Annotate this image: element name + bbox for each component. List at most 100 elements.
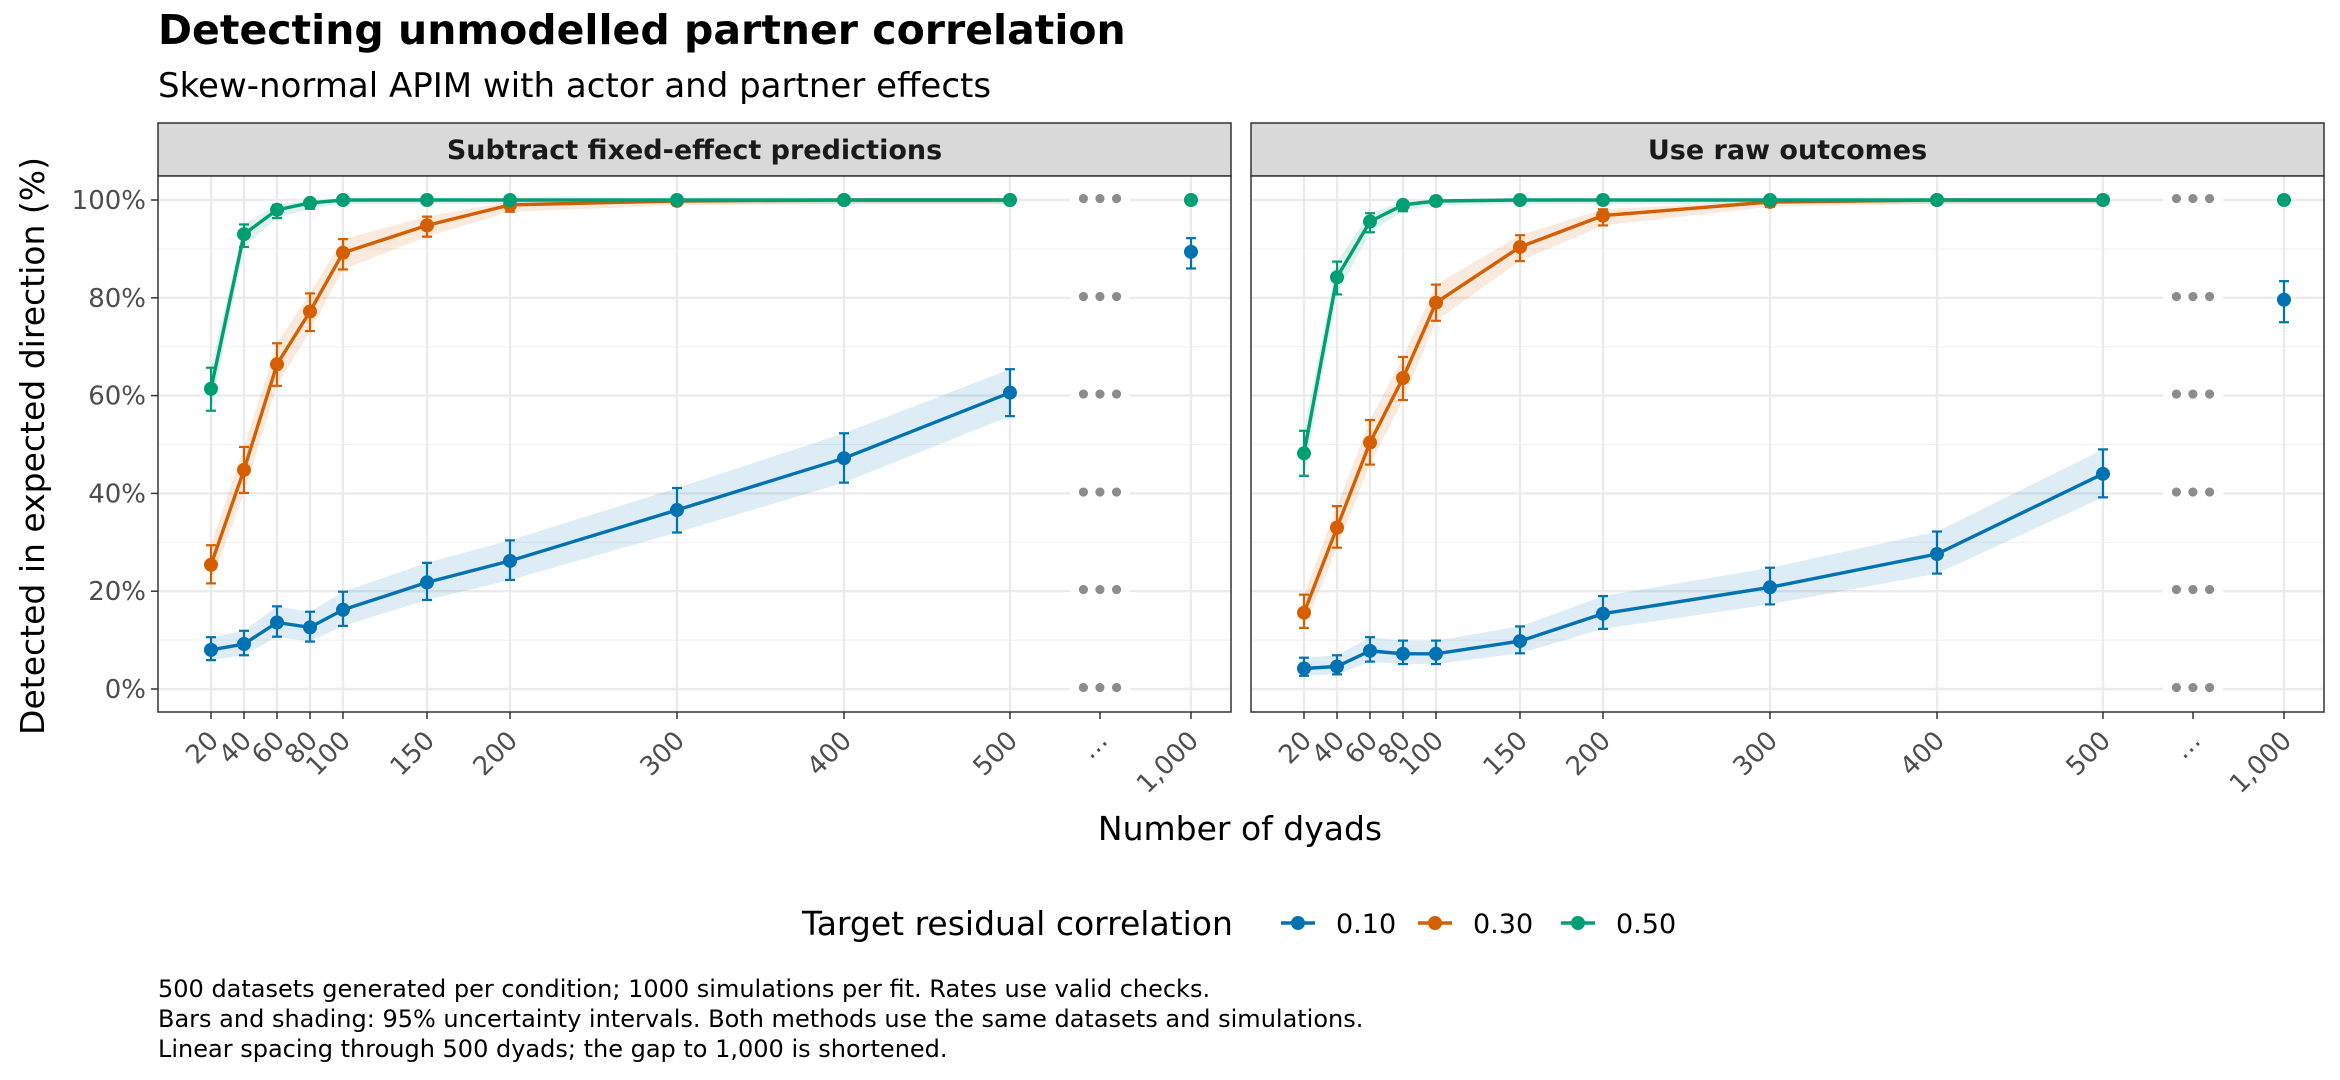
panel-strip-title: Subtract fixed-effect predictions: [447, 135, 942, 166]
y-tick-label: 20%: [88, 577, 146, 607]
data-point: [1297, 661, 1311, 676]
data-point: [237, 637, 251, 652]
data-point: [2096, 193, 2110, 207]
data-point: [1763, 193, 1777, 207]
data-point: [2277, 292, 2291, 307]
legend-item-0.30: 0.30: [1418, 909, 1533, 940]
y-tick-label: 100%: [72, 186, 146, 216]
data-point: [503, 553, 517, 568]
gap-marker: •••: [1075, 381, 1125, 411]
data-point: [1596, 606, 1610, 621]
data-point: [1003, 385, 1017, 400]
series-0.50: [204, 193, 1198, 412]
panel-strip-title: Use raw outcomes: [1648, 135, 1927, 166]
legend: Target residual correlation 0.10 0.30 0.50: [801, 904, 1676, 943]
data-point: [1429, 295, 1443, 310]
series-0.50: [1297, 193, 2291, 477]
series-line: [210, 391, 1011, 652]
data-point: [270, 357, 284, 372]
panel-strip: [157, 122, 1232, 177]
panels: Subtract fixed-effect predictions ••• ••• •…: [72, 122, 2325, 800]
series-0.10: [204, 237, 1198, 662]
data-point: [670, 193, 684, 207]
gap-marker: •••: [2168, 674, 2218, 704]
data-point: [1297, 446, 1311, 461]
legend-label: 0.10: [1336, 909, 1396, 940]
legend-key-point: [1291, 916, 1305, 930]
data-point: [1184, 244, 1198, 259]
data-point: [1330, 270, 1344, 285]
data-point: [837, 193, 851, 207]
data-point: [204, 557, 218, 572]
legend-item-0.10: 0.10: [1281, 909, 1396, 940]
data-point: [270, 615, 284, 630]
data-point: [2277, 193, 2291, 207]
data-point: [1930, 547, 1944, 562]
data-point: [1184, 193, 1198, 207]
data-point: [336, 245, 350, 260]
chart-title: Detecting unmodelled partner correlation: [158, 6, 1126, 54]
data-point: [303, 195, 317, 210]
chart-subtitle: Skew-normal APIM with actor and partner …: [158, 66, 991, 106]
data-point: [237, 227, 251, 242]
legend-item-0.50: 0.50: [1561, 909, 1676, 940]
legend-key-point: [1428, 916, 1442, 930]
data-point: [1429, 646, 1443, 661]
caption: 500 datasets generated per condition; 10…: [158, 975, 1363, 1063]
data-point: [670, 503, 684, 518]
data-point: [1513, 193, 1527, 207]
data-point: [420, 218, 434, 233]
data-point: [1363, 643, 1377, 658]
data-point: [237, 462, 251, 477]
data-point: [1297, 605, 1311, 620]
data-point: [1513, 239, 1527, 254]
data-point: [303, 620, 317, 635]
panel-2: Use raw outcomes••••••••••••••••••204060…: [1250, 122, 2325, 800]
data-point: [1396, 370, 1410, 385]
panel-border: [1250, 175, 2325, 713]
data-point: [1596, 193, 1610, 207]
caption-line-2: Bars and shading: 95% uncertainty interv…: [158, 1005, 1363, 1033]
data-point: [1763, 580, 1777, 595]
data-point: [1396, 646, 1410, 661]
data-point: [1930, 193, 1944, 207]
panel-1: Subtract fixed-effect predictions ••• ••• •…: [72, 122, 1232, 800]
data-point: [1003, 193, 1017, 207]
gap-marker: •••: [1075, 478, 1125, 508]
data-point: [1513, 634, 1527, 649]
data-point: [837, 451, 851, 466]
gap-marker: •••: [2168, 283, 2218, 313]
data-point: [303, 304, 317, 319]
series-line: [209, 198, 1010, 390]
data-point: [420, 193, 434, 207]
gap-marker: •••: [2168, 478, 2218, 508]
data-point: [204, 381, 218, 396]
data-point: [420, 575, 434, 590]
gap-marker: •••: [1075, 185, 1125, 215]
data-point: [336, 193, 350, 207]
gap-marker: •••: [1075, 283, 1125, 313]
gap-marker: •••: [2168, 576, 2218, 606]
data-point: [1330, 659, 1344, 674]
y-tick-label: 0%: [105, 675, 146, 705]
data-point: [204, 642, 218, 657]
y-axis-title: Detected in expected direction (%): [13, 157, 52, 735]
data-point: [1429, 193, 1443, 208]
gap-marker: •••: [1075, 674, 1125, 704]
data-point: [2096, 466, 2110, 481]
data-point: [1330, 520, 1344, 535]
data-point: [1596, 208, 1610, 223]
legend-title: Target residual correlation: [801, 904, 1233, 943]
data-point: [270, 202, 284, 217]
data-point: [336, 602, 350, 617]
data-point: [503, 193, 517, 207]
y-tick-label: 80%: [88, 284, 146, 314]
x-axis-title: Number of dyads: [1098, 809, 1382, 848]
data-point: [1396, 197, 1410, 212]
legend-key-point: [1571, 916, 1585, 930]
panel-strip: [1250, 122, 2325, 177]
series-0.10: [1297, 280, 2291, 677]
data-point: [1363, 435, 1377, 450]
series-line: [1302, 198, 2103, 454]
